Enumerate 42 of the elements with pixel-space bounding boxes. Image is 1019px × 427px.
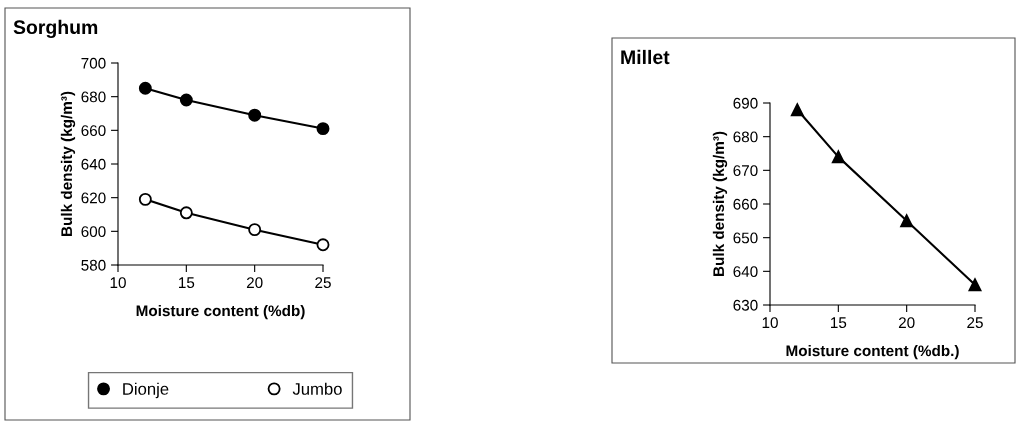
legend-label: Dionje: [123, 382, 169, 399]
y-axis-title: Bulk density (kg/m³): [60, 91, 76, 236]
y-tick-label: 580: [81, 259, 106, 271]
y-tick-label: 650: [733, 232, 758, 244]
y-tick-label: 670: [733, 165, 758, 177]
x-tick-label: 10: [110, 277, 126, 289]
y-tick-label: 640: [733, 266, 758, 278]
y-tick-label: 680: [81, 91, 106, 103]
point: [179, 206, 193, 220]
point: [138, 192, 152, 206]
point: [248, 108, 262, 122]
point: [179, 93, 193, 107]
point: [248, 223, 262, 237]
y-tick-label: 620: [81, 192, 106, 204]
point: [831, 150, 845, 164]
y-tick-label: 700: [81, 57, 106, 69]
y-tick-label: 600: [81, 226, 106, 238]
point: [138, 81, 152, 95]
point: [900, 214, 914, 228]
y-tick-label: 630: [733, 299, 758, 311]
x-tick-label: 10: [762, 317, 778, 329]
y-tick-label: 660: [733, 198, 758, 210]
x-tick-label: 25: [315, 277, 331, 289]
y-tick-label: 640: [81, 158, 106, 170]
x-tick-label: 20: [246, 277, 263, 289]
x-axis-title: Moisture content (%db.): [786, 344, 959, 360]
y-tick-label: 680: [733, 131, 758, 143]
x-axis-title: Moisture content (%db): [136, 304, 305, 320]
x-tick-label: 15: [831, 317, 847, 329]
point: [968, 278, 982, 292]
point: [790, 103, 804, 117]
point: [316, 122, 330, 136]
y-axis-title: Bulk density (kg/m³): [712, 131, 728, 276]
chart-title: Sorghum: [13, 19, 98, 38]
point: [316, 238, 330, 252]
legend-label: Jumbo: [292, 382, 342, 395]
chart-title: Millet: [621, 49, 670, 65]
y-tick-label: 660: [81, 125, 106, 137]
y-tick-label: 690: [733, 97, 758, 109]
x-tick-label: 25: [967, 317, 983, 329]
x-tick-label: 20: [898, 317, 915, 329]
x-tick-label: 15: [179, 277, 195, 289]
